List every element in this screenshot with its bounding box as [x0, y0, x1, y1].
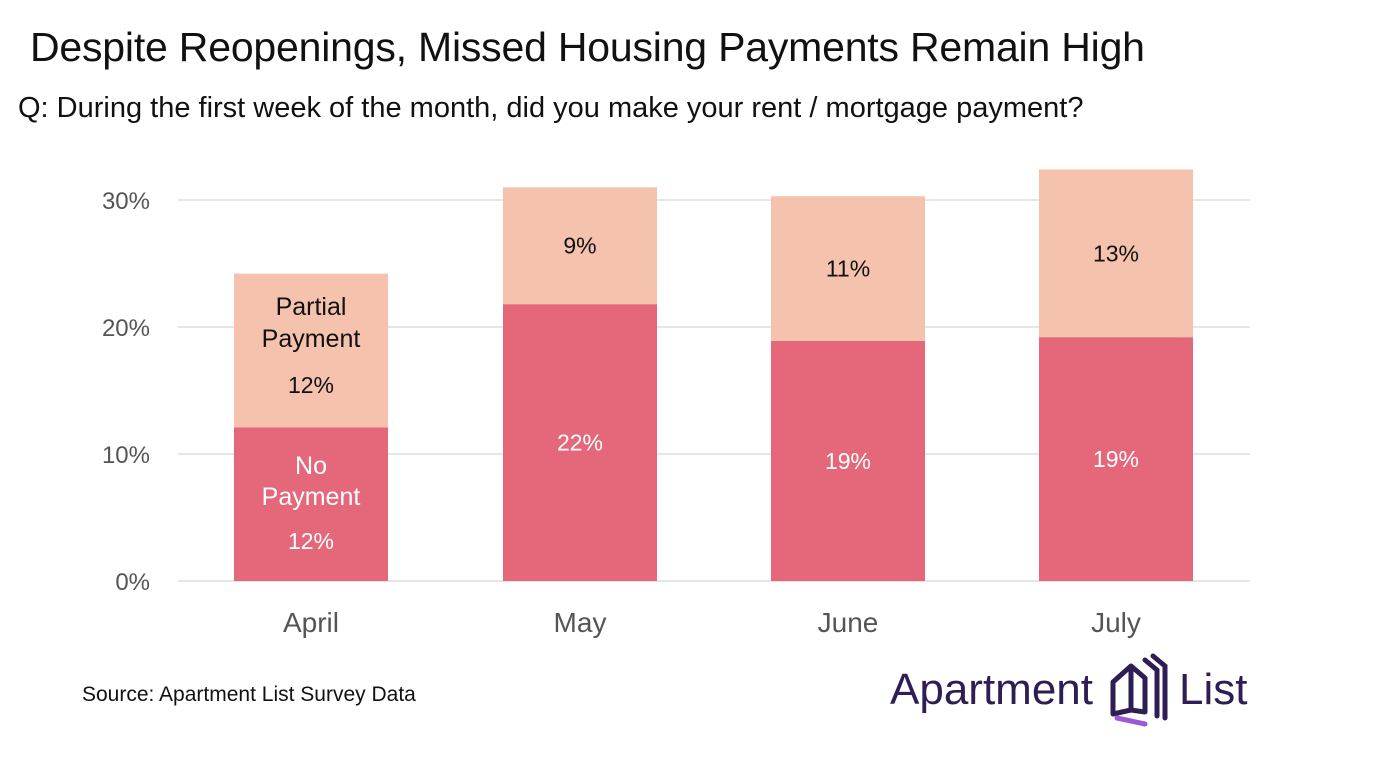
- bar-partial-payment: [503, 187, 657, 305]
- series-label-no-payment: No: [295, 452, 327, 480]
- brand-word-list: List: [1178, 665, 1248, 714]
- data-label-no-payment: 12%: [288, 528, 334, 554]
- x-tick-label: May: [554, 607, 607, 638]
- x-tick-label: July: [1091, 607, 1141, 638]
- series-label-partial: Payment: [262, 325, 361, 353]
- chart-title: Despite Reopenings, Missed Housing Payme…: [30, 24, 1145, 70]
- bar-no-payment: [1039, 337, 1193, 581]
- chart-subtitle: Q: During the first week of the month, d…: [18, 92, 1084, 124]
- brand-word-apartment: Apartment: [890, 665, 1093, 714]
- bar-no-payment: [503, 304, 657, 581]
- bar-no-payment: [771, 340, 925, 581]
- x-tick-label: April: [283, 607, 339, 638]
- data-label-partial: 11%: [826, 256, 870, 282]
- apartment-list-logo-icon: [1105, 652, 1171, 728]
- data-label-no-payment: 22%: [557, 430, 603, 456]
- source-note: Source: Apartment List Survey Data: [82, 683, 416, 706]
- data-label-no-payment: 19%: [1093, 446, 1139, 472]
- y-tick-label: 0%: [115, 569, 150, 596]
- data-label-partial: 12%: [288, 372, 334, 398]
- data-label-partial: 9%: [563, 233, 596, 259]
- y-tick-label: 30%: [102, 188, 150, 215]
- stacked-bar-chart: 0% 10% 20% 30% April Partial Payment 12% No Payme…: [102, 169, 1250, 638]
- y-tick-label: 10%: [102, 442, 150, 469]
- bar-no-payment: [234, 427, 388, 581]
- series-label-no-payment: Payment: [262, 483, 361, 511]
- y-tick-label: 20%: [102, 315, 150, 342]
- data-label-no-payment: 19%: [825, 448, 871, 474]
- series-label-partial: Partial: [276, 293, 347, 321]
- x-tick-label: June: [818, 607, 879, 638]
- bar-partial-payment: [771, 196, 925, 341]
- data-label-partial: 13%: [1093, 240, 1139, 266]
- bar-partial-payment: [1039, 169, 1193, 338]
- bar-partial-payment: [234, 273, 388, 428]
- brand-logo: Apartment List: [890, 650, 1247, 730]
